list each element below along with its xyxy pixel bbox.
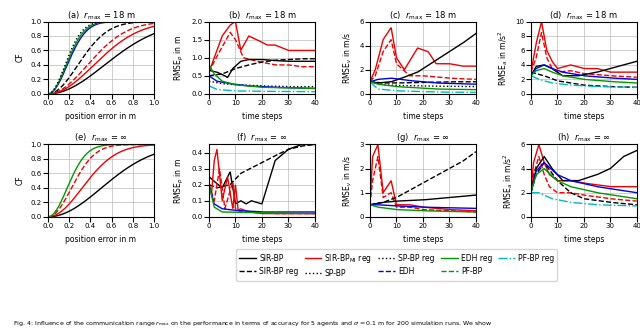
Y-axis label: $\mathrm{RMSE}_v$ in m/s: $\mathrm{RMSE}_v$ in m/s <box>341 155 354 207</box>
X-axis label: time steps: time steps <box>564 112 604 121</box>
Title: (a)  $r_{\mathrm{max}}$ = 18 m: (a) $r_{\mathrm{max}}$ = 18 m <box>67 9 135 22</box>
Y-axis label: CF: CF <box>16 176 25 185</box>
X-axis label: time steps: time steps <box>242 112 282 121</box>
Y-axis label: $\mathrm{RMSE}_p$ in m: $\mathrm{RMSE}_p$ in m <box>173 35 186 81</box>
Y-axis label: CF: CF <box>16 53 25 63</box>
Y-axis label: $\mathrm{RMSE}_a$ in m/s$^2$: $\mathrm{RMSE}_a$ in m/s$^2$ <box>496 30 510 86</box>
Legend: SIR-BP, SIR-BP reg, SIR-BP$_{\mathrm{MI}}$ reg, SP-BP, SP-BP reg, EDH, EDH reg, : SIR-BP, SIR-BP reg, SIR-BP$_{\mathrm{MI}… <box>236 249 557 281</box>
X-axis label: time steps: time steps <box>564 235 604 244</box>
Y-axis label: $\mathrm{RMSE}_v$ in m/s: $\mathrm{RMSE}_v$ in m/s <box>341 31 354 84</box>
X-axis label: time steps: time steps <box>403 112 443 121</box>
Y-axis label: $\mathrm{RMSE}_p$ in m: $\mathrm{RMSE}_p$ in m <box>173 158 186 204</box>
Y-axis label: $\mathrm{RMSE}_a$ in m/s$^2$: $\mathrm{RMSE}_a$ in m/s$^2$ <box>500 153 515 209</box>
Title: (e)  $r_{\mathrm{max}}$ = $\infty$: (e) $r_{\mathrm{max}}$ = $\infty$ <box>74 132 128 144</box>
Title: (g)  $r_{\mathrm{max}}$ = $\infty$: (g) $r_{\mathrm{max}}$ = $\infty$ <box>396 131 450 144</box>
Title: (h)  $r_{\mathrm{max}}$ = $\infty$: (h) $r_{\mathrm{max}}$ = $\infty$ <box>557 132 611 144</box>
Title: (b)  $r_{\mathrm{max}}$ = 18 m: (b) $r_{\mathrm{max}}$ = 18 m <box>228 9 296 22</box>
X-axis label: time steps: time steps <box>242 235 282 244</box>
X-axis label: position error in m: position error in m <box>65 112 136 121</box>
Title: (c)  $r_{\mathrm{max}}$ = 18 m: (c) $r_{\mathrm{max}}$ = 18 m <box>389 9 457 22</box>
Text: Fig. 4: Influence of the communication range $r_{\mathrm{max}}$ on the performan: Fig. 4: Influence of the communication r… <box>13 319 492 328</box>
Title: (d)  $r_{\mathrm{max}}$ = 18 m: (d) $r_{\mathrm{max}}$ = 18 m <box>550 9 618 22</box>
X-axis label: time steps: time steps <box>403 235 443 244</box>
X-axis label: position error in m: position error in m <box>65 235 136 244</box>
Title: (f)  $r_{\mathrm{max}}$ = $\infty$: (f) $r_{\mathrm{max}}$ = $\infty$ <box>236 132 288 144</box>
